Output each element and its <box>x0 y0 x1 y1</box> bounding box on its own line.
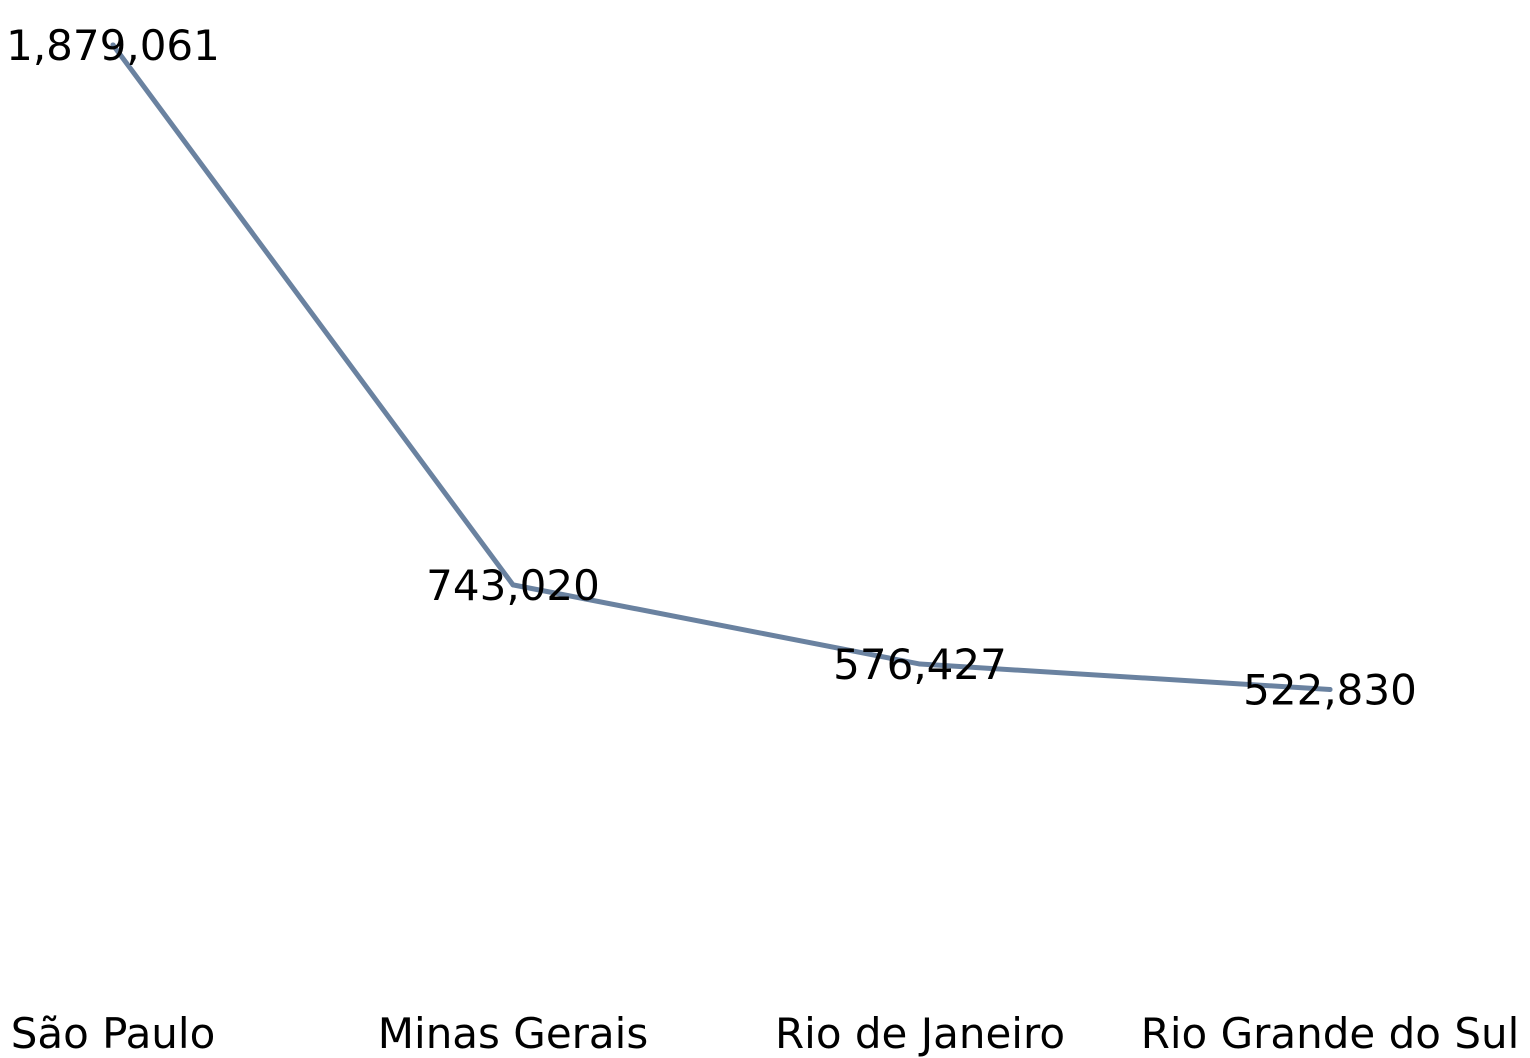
x-axis-tick-labels: São Paulo Minas Gerais Rio de Janeiro Rio G… <box>11 1009 1520 1058</box>
series-line <box>110 42 1333 693</box>
data-label: 576,427 <box>833 640 1007 689</box>
data-point <box>510 582 516 588</box>
data-point <box>110 42 116 48</box>
data-label: 743,020 <box>426 561 600 610</box>
series-layer <box>110 42 1333 693</box>
x-tick-label: São Paulo <box>11 1009 216 1058</box>
data-point <box>1327 687 1333 693</box>
data-point <box>917 661 923 667</box>
x-tick-label: Minas Gerais <box>378 1009 648 1058</box>
x-tick-label: Rio Grande do Sul <box>1141 1009 1520 1058</box>
data-label-layer: 1,879,061 743,020 576,427 522,830 <box>6 21 1417 715</box>
data-label: 1,879,061 <box>6 21 220 70</box>
x-tick-label: Rio de Janeiro <box>775 1009 1065 1058</box>
data-label: 522,830 <box>1243 666 1417 715</box>
